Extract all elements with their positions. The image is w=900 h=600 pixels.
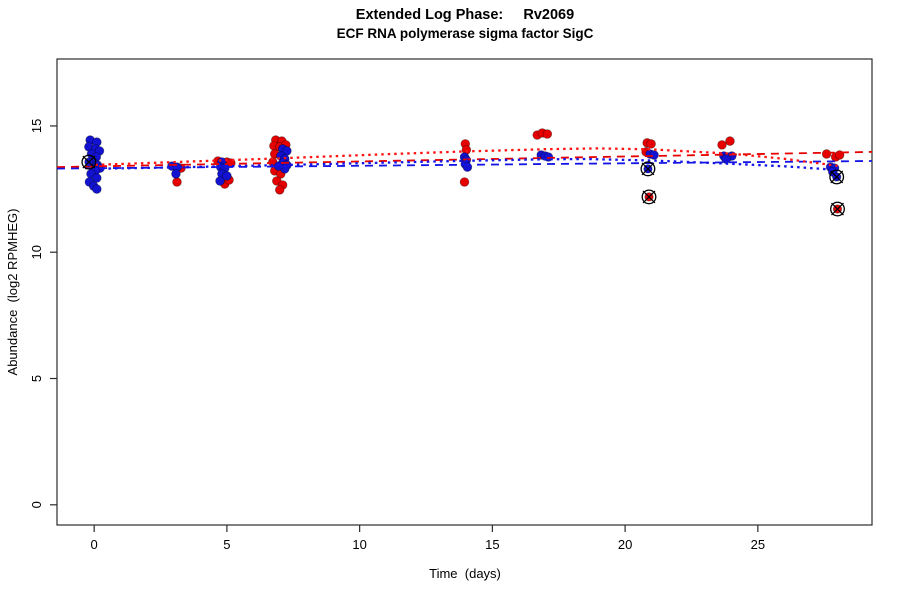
chart-subtitle: ECF RNA polymerase sigma factor SigC [336,26,594,41]
trend-line-red-dotted [88,147,838,167]
data-point-red-points [172,177,182,187]
outlier-cross [641,162,655,176]
outlier-ring [81,154,97,170]
data-point-blue-points [92,184,102,194]
data-point-red-points [542,129,553,139]
outlier-cross [82,155,96,169]
trend-line-blue-dotted [88,157,838,172]
data-point-red-points [821,149,832,159]
trend-line-red-dashed [56,151,873,168]
x-tick-label: 0 [91,537,98,552]
plot-box [56,58,873,526]
outlier-cross [642,190,656,204]
y-tick-label: 15 [29,119,44,133]
data-point-red-points [646,139,656,149]
outlier-cross [831,202,844,216]
x-tick-label: 10 [352,537,366,552]
data-point-blue-points [222,171,232,181]
data-point-red-points [274,185,285,195]
y-tick-label: 0 [29,501,44,508]
data-point-red-points [459,177,470,187]
data-point-red-points [717,140,727,150]
data-point-blue-points [92,173,102,183]
data-point-blue-points [171,169,181,179]
outlier-ring [830,201,845,217]
x-tick-label: 20 [618,537,632,552]
outlier-ring [640,161,656,177]
outlier-cross [830,170,844,184]
outlier-ring [829,169,845,185]
data-point-blue-points [649,150,659,160]
chart-title: Extended Log Phase: Rv2069 [355,7,575,23]
x-axis-label: Time (days) [429,566,501,581]
x-tick-label: 15 [485,537,499,552]
x-tick-label: 25 [751,537,765,552]
y-tick-label: 10 [29,245,44,259]
outlier-ring [641,189,657,205]
data-point-blue-points [215,176,225,186]
data-point-red-points [725,136,735,146]
x-tick-label: 5 [223,537,230,552]
y-tick-label: 5 [29,375,44,382]
trend-line-blue-dashed [56,160,873,170]
